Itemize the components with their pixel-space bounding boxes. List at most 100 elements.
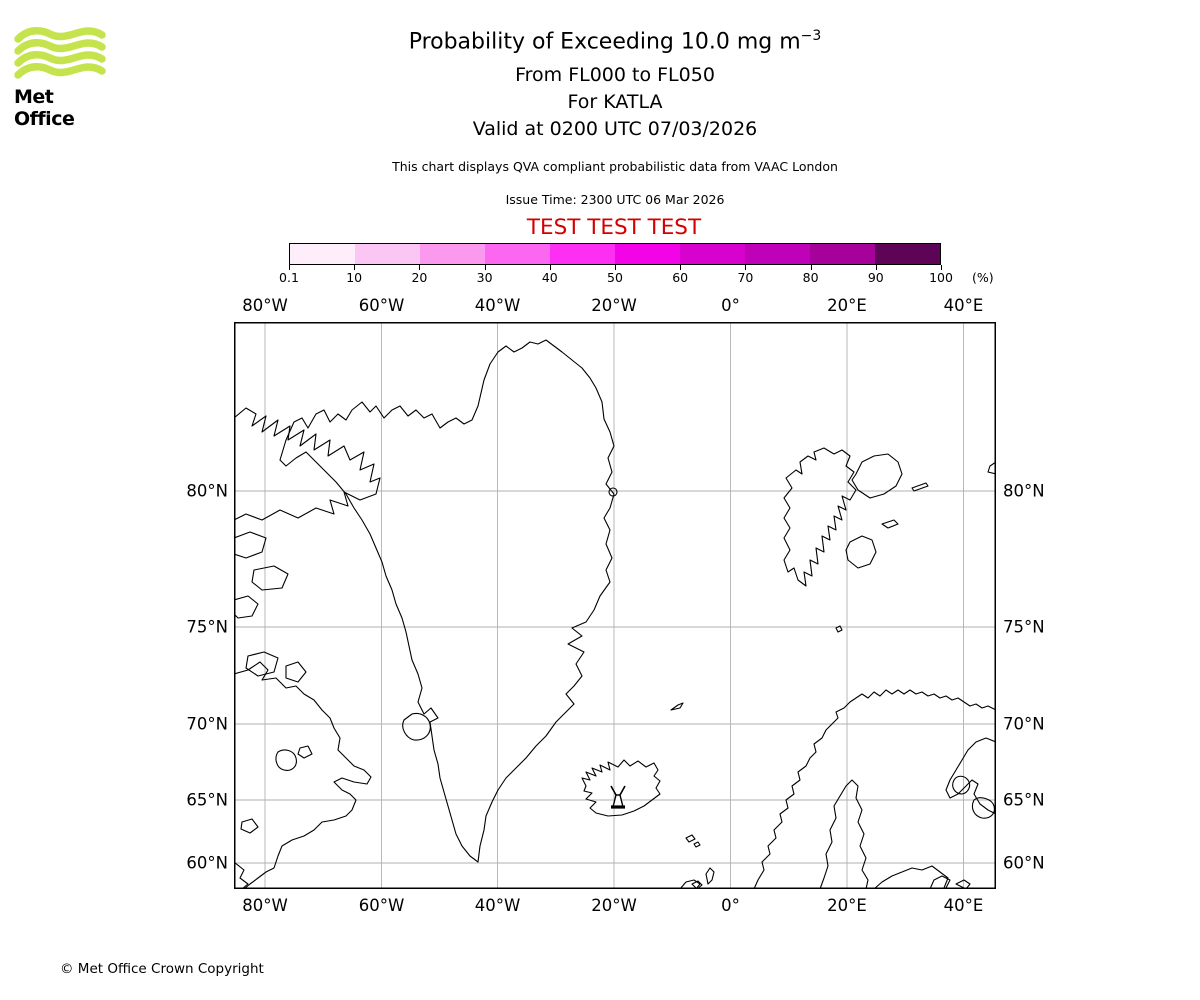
island-kong-karls	[881, 519, 899, 529]
colorbar-segment-4	[485, 244, 550, 264]
colorbar-tick	[810, 265, 812, 270]
colorbar-tick	[549, 265, 551, 270]
lat-tick-label: 65°N	[1003, 790, 1045, 810]
colorbar-tick	[419, 265, 421, 270]
colorbar-tick	[484, 265, 486, 270]
colorbar-segment-7	[680, 244, 745, 264]
coastline-nordaustlandet	[851, 453, 903, 499]
map-frame	[234, 322, 996, 889]
island-edgeoya	[845, 535, 877, 569]
colorbar-tick	[289, 265, 290, 270]
island-faroe-1	[685, 834, 696, 843]
lon-tick-label: 0°	[721, 896, 740, 915]
coastline-baffin	[234, 661, 372, 889]
colorbar-segment-8	[745, 244, 810, 264]
colorbar-tick-label: 90	[867, 270, 884, 285]
lake-baffin-1	[275, 749, 297, 771]
colorbar-unit: (%)	[972, 270, 994, 285]
coastline-white-sea	[945, 737, 996, 815]
island-kvitoya	[911, 482, 929, 492]
coastline-scotland-corner	[679, 879, 701, 889]
colorbar-tick-label: 20	[411, 270, 428, 285]
colorbar-tick	[615, 265, 616, 270]
subtitle-valid-time: Valid at 0200 UTC 07/03/2026	[472, 118, 758, 140]
subtitle-flight-levels: From FL000 to FL050	[515, 64, 715, 86]
qva-info-line: This chart displays QVA compliant probab…	[392, 159, 838, 174]
map-panel	[234, 322, 996, 889]
lat-tick-label: 60°N	[1003, 853, 1045, 873]
colorbar-segment-3	[420, 244, 485, 264]
coastline-denmark-1	[929, 875, 951, 889]
island-franz-josef	[987, 461, 996, 475]
colorbar-tick-label: 40	[541, 270, 558, 285]
lat-tick-label: 70°N	[1003, 714, 1045, 734]
copyright-notice: © Met Office Crown Copyright	[60, 961, 264, 977]
lat-tick-label: 60°N	[186, 853, 228, 873]
colorbar-tick-label: 10	[346, 270, 363, 285]
colorbar-segment-10	[875, 244, 940, 264]
colorbar-segment-1	[290, 244, 355, 264]
lake-baffin-2	[297, 745, 313, 759]
colorbar-tick	[941, 265, 942, 270]
colorbar-segment-2	[355, 244, 420, 264]
probability-colorbar	[289, 243, 941, 265]
colorbar-segment-9	[810, 244, 875, 264]
island-devon-1	[234, 531, 267, 559]
island-devon-3	[234, 595, 259, 619]
lake-onega	[952, 775, 971, 795]
lon-tick-label: 20°E	[827, 296, 867, 315]
colorbar-tick	[745, 265, 747, 270]
lon-tick-label: 40°W	[474, 296, 521, 315]
colorbar-tick-label: 100	[929, 270, 953, 285]
lat-tick-label: 80°N	[186, 481, 228, 501]
coastline-iceland	[581, 759, 661, 817]
met-office-waves-icon	[14, 26, 114, 84]
island-80n-east-greenland	[608, 487, 618, 497]
volcano-icon	[610, 785, 626, 809]
map-svg	[234, 322, 996, 889]
issue-time-line: Issue Time: 2300 UTC 06 Mar 2026	[505, 192, 725, 207]
lon-tick-label: 60°W	[358, 296, 405, 315]
colorbar-tick-label: 80	[802, 270, 819, 285]
coastline-quebec-corner	[234, 861, 249, 889]
lon-tick-label: 0°	[721, 296, 740, 315]
met-office-logo: Met Office	[14, 26, 114, 130]
coastline-bothnia-baltic	[819, 779, 869, 889]
lat-tick-label: 70°N	[186, 714, 228, 734]
island-bylot-1	[245, 651, 279, 677]
lon-tick-label: 80°W	[242, 296, 288, 315]
subtitle-volcano: For KATLA	[567, 91, 663, 113]
colorbar-segment-5	[550, 244, 615, 264]
lon-tick-label: 80°W	[242, 896, 288, 915]
colorbar-tick	[680, 265, 682, 270]
island-jan-mayen	[670, 702, 684, 711]
colorbar-segment-6	[615, 244, 680, 264]
colorbar-tick	[875, 265, 877, 270]
lake-ladoga	[971, 797, 995, 819]
island-devon-2	[251, 565, 289, 591]
title-exponent: −3	[800, 28, 822, 44]
island-bylot-2	[285, 661, 307, 683]
island-shetland	[705, 867, 715, 885]
coastline-ellesmere	[234, 407, 381, 521]
lat-tick-label: 75°N	[186, 617, 228, 637]
lon-tick-label: 20°W	[591, 296, 637, 315]
lat-tick-label: 80°N	[1003, 481, 1045, 501]
lon-tick-label: 40°W	[474, 896, 521, 915]
lat-tick-label: 65°N	[186, 790, 228, 810]
coastline-spitsbergen	[783, 447, 857, 587]
colorbar-tick-label: 30	[476, 270, 493, 285]
island-hudson-1	[240, 818, 259, 834]
island-bear	[835, 625, 843, 633]
colorbar-tick-label: 70	[737, 270, 754, 285]
logo-wordmark: Met Office	[14, 86, 75, 130]
page-title: Probability of Exceeding 10.0 mg m−3	[409, 28, 822, 54]
coastline-greenland	[279, 339, 615, 863]
island-orkney	[691, 880, 703, 889]
colorbar-tick-label: 0.1	[279, 270, 299, 285]
lon-tick-label: 40°E	[943, 296, 984, 315]
island-disko	[402, 712, 431, 741]
island-faroe-2	[693, 841, 701, 848]
colorbar-tick-label: 50	[607, 270, 623, 285]
